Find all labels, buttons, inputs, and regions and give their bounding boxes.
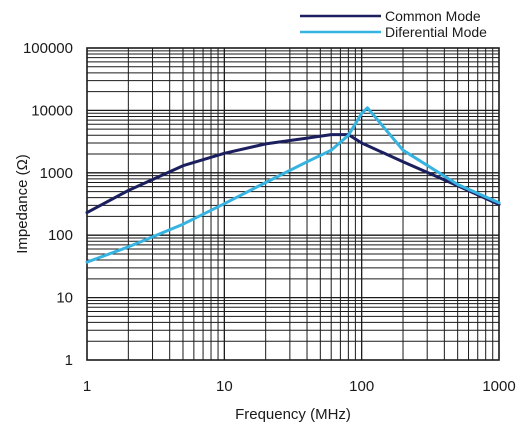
series-layer bbox=[85, 106, 501, 264]
x-axis-label: Frequency (MHz) bbox=[235, 406, 351, 423]
y-tick-label: 1000 bbox=[40, 165, 73, 182]
x-tick-label: 100 bbox=[349, 378, 374, 395]
y-tick-labels: 1 10 100 1000 10000 100000 bbox=[23, 40, 73, 369]
y-tick-label: 1 bbox=[65, 352, 73, 369]
plot-frame bbox=[86, 47, 500, 361]
y-tick-label: 10 bbox=[56, 290, 73, 307]
x-tick-labels: 1 10 100 1000 bbox=[83, 378, 516, 395]
x-tick-label: 1000 bbox=[482, 378, 515, 395]
x-tick-label: 1 bbox=[83, 378, 91, 395]
series-line-diferential-mode bbox=[85, 106, 501, 264]
x-tick-label: 10 bbox=[216, 378, 233, 395]
legend-label: Common Mode bbox=[385, 8, 481, 24]
y-tick-label: 10000 bbox=[31, 102, 73, 119]
y-tick-label: 100 bbox=[48, 227, 73, 244]
y-tick-label: 100000 bbox=[23, 40, 73, 57]
y-axis-label: Impedance (Ω) bbox=[14, 154, 31, 254]
legend-label: Diferential Mode bbox=[385, 24, 487, 40]
series-line-common-mode bbox=[85, 133, 501, 215]
grid bbox=[87, 48, 499, 360]
